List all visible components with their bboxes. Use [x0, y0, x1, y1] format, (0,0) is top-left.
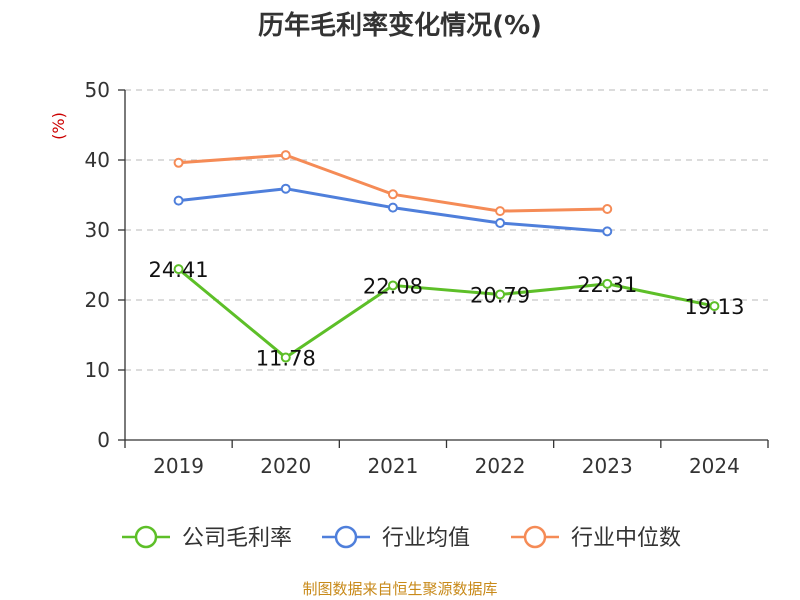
grid-lines — [125, 89, 768, 371]
legend-item: 行业中位数 — [511, 525, 681, 551]
chart-title: 历年毛利率变化情况(%) — [258, 10, 542, 41]
x-tick-labels: 2019 2020 2021 2022 2023 2024 — [153, 454, 740, 478]
series-0-point — [602, 278, 613, 289]
y-tick-label: 30 — [85, 218, 110, 242]
series-0-point — [495, 289, 506, 300]
y-axis-unit-label: (%) — [49, 112, 68, 140]
legend-label: 公司毛利率 — [182, 526, 292, 551]
legend-item: 行业均值 — [322, 525, 470, 551]
series-1-point — [602, 226, 613, 237]
legend-label: 行业中位数 — [571, 526, 681, 551]
series-2-point — [173, 157, 184, 168]
legend-label: 行业均值 — [382, 526, 470, 551]
y-tick-labels: 0 10 20 30 40 50 — [85, 78, 110, 452]
data-label: 24.41 — [149, 258, 209, 282]
data-label: 22.08 — [363, 274, 423, 298]
legend-swatch-marker — [334, 525, 358, 549]
series-2-point — [602, 204, 613, 214]
series-0-point — [280, 352, 291, 363]
series-0-line — [177, 267, 715, 360]
y-tick-label: 20 — [85, 288, 110, 312]
series-0-point — [173, 264, 184, 275]
data-labels: 24.41 11.78 22.08 20.79 22.31 19.13 — [149, 258, 745, 370]
series-0-point — [709, 301, 720, 312]
data-label: 20.79 — [470, 283, 530, 307]
series-2-point — [495, 206, 506, 217]
x-tick-label: 2023 — [582, 454, 633, 478]
data-label: 22.31 — [577, 273, 637, 297]
series-1-point — [387, 202, 398, 213]
data-label: 19.13 — [684, 295, 744, 319]
y-tick-label: 10 — [85, 358, 110, 382]
legend-swatch-marker — [523, 525, 547, 549]
y-tick-label: 40 — [85, 148, 110, 172]
series-1-point — [495, 218, 506, 228]
series-1-point — [280, 183, 291, 194]
x-tick-label: 2020 — [260, 454, 311, 478]
data-label: 11.78 — [256, 347, 316, 371]
y-tick-label: 0 — [97, 428, 110, 452]
series-lines — [173, 150, 720, 363]
x-tick-label: 2022 — [475, 454, 526, 478]
x-tick-label: 2021 — [367, 454, 418, 478]
series-1-point — [173, 195, 184, 206]
series-2-point — [387, 189, 398, 200]
legend: 公司毛利率 行业均值 行业中位数 — [122, 525, 681, 551]
x-tick-label: 2024 — [689, 454, 740, 478]
legend-item: 公司毛利率 — [122, 525, 292, 551]
series-2-point — [280, 150, 291, 161]
series-0-point — [387, 280, 398, 291]
axes — [118, 89, 769, 448]
legend-swatch-marker — [134, 525, 158, 549]
y-tick-label: 50 — [85, 78, 110, 102]
source-note: 制图数据来自恒生聚源数据库 — [302, 580, 497, 598]
x-tick-label: 2019 — [153, 454, 204, 478]
